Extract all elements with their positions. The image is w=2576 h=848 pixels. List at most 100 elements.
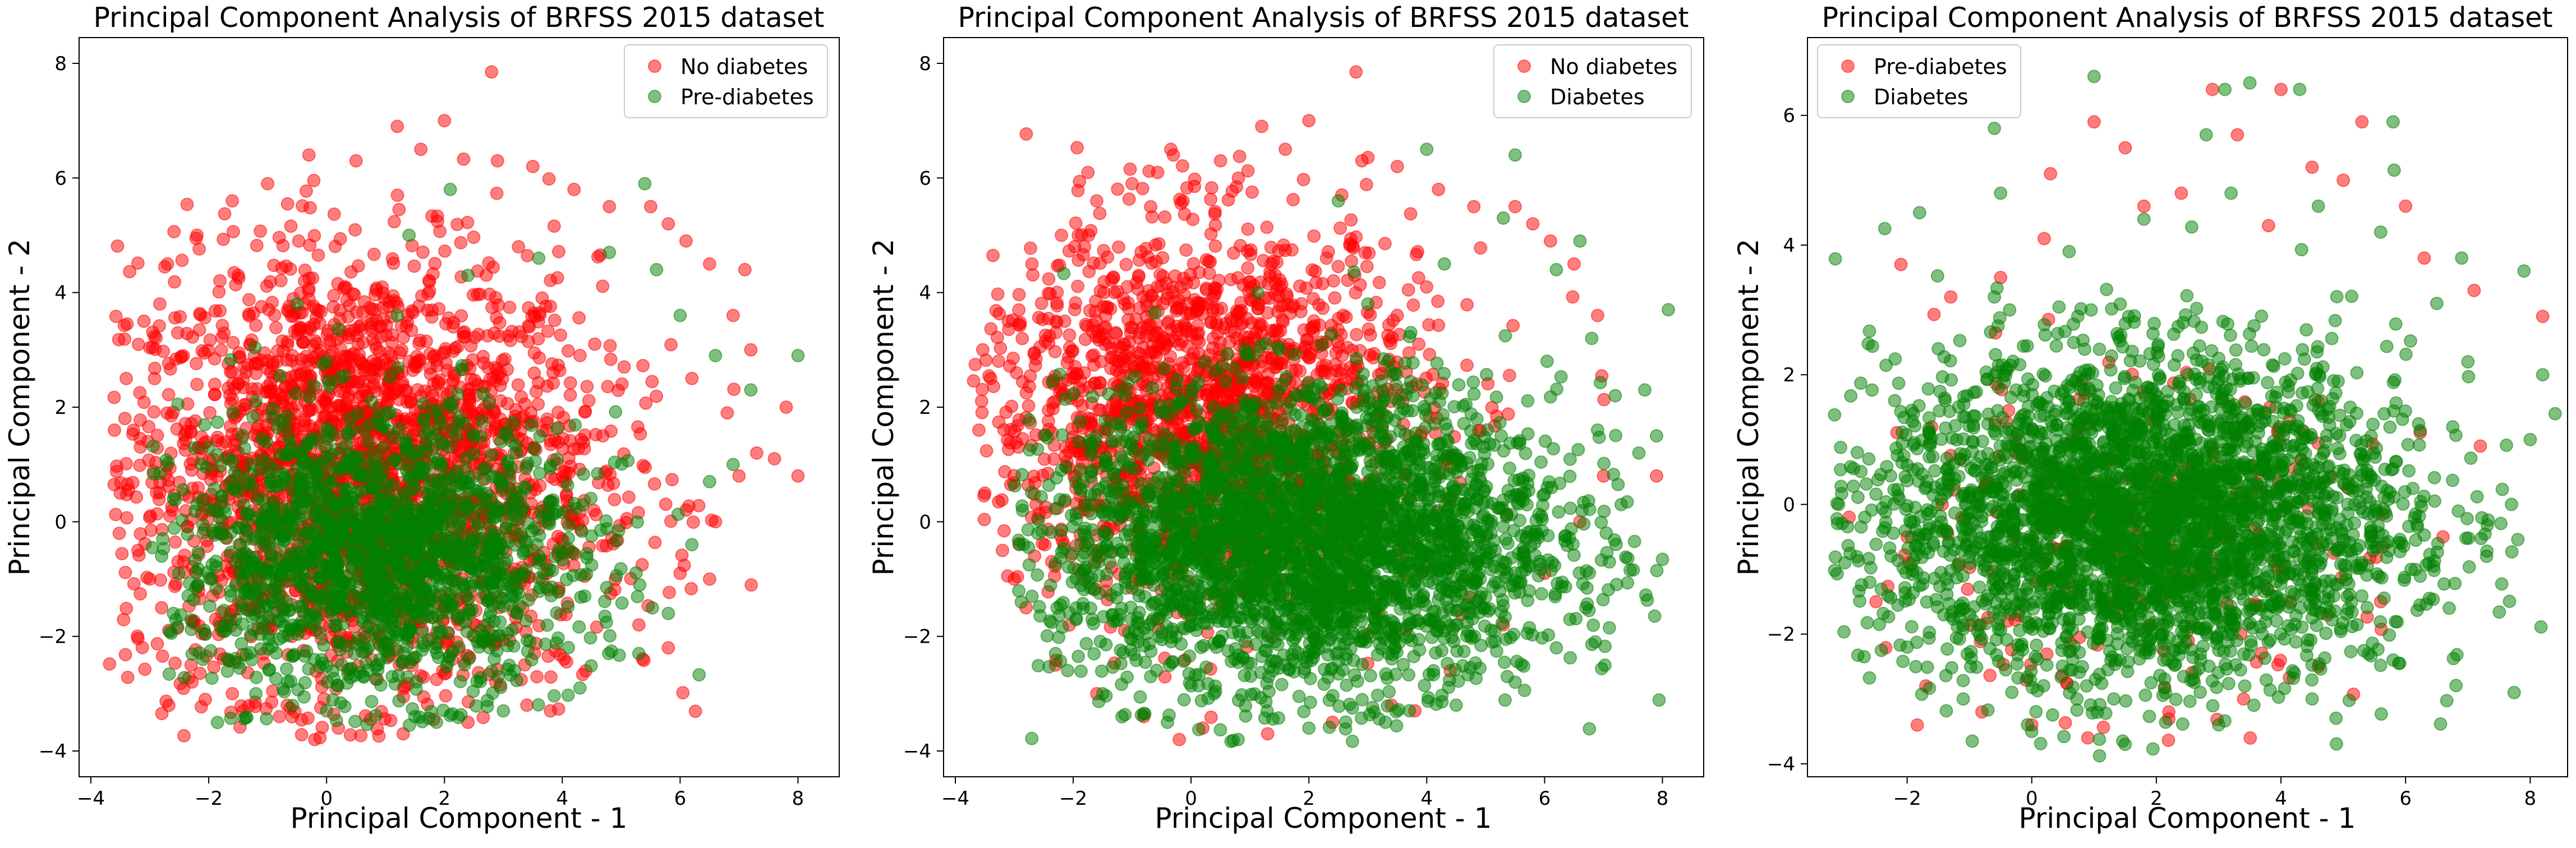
data-point [279, 380, 292, 394]
data-point [448, 546, 461, 560]
data-point [615, 457, 629, 471]
data-point [455, 358, 469, 372]
data-point [387, 454, 401, 467]
data-point [231, 520, 245, 534]
scatter-points [967, 65, 1675, 748]
data-point [629, 566, 643, 580]
data-point [408, 709, 422, 723]
data-point [239, 711, 253, 725]
data-point [661, 606, 675, 620]
data-point [227, 483, 241, 496]
data-point [317, 638, 331, 652]
data-point [222, 452, 236, 466]
data-point [527, 442, 541, 456]
data-point [333, 232, 347, 246]
data-point [155, 601, 169, 615]
data-point [692, 499, 706, 513]
data-point [310, 336, 324, 350]
data-point [329, 443, 343, 457]
data-point [779, 400, 793, 414]
y-tick-label: 4 [54, 282, 67, 305]
data-point [347, 323, 361, 337]
data-point [307, 173, 321, 187]
data-point [585, 558, 599, 572]
data-point [162, 667, 176, 681]
data-point [505, 623, 519, 637]
data-point [453, 675, 467, 689]
data-point [541, 324, 555, 338]
data-point [203, 599, 217, 613]
data-point [650, 262, 664, 276]
data-point [392, 202, 406, 216]
data-point [387, 294, 401, 308]
data-point [308, 732, 322, 746]
data-point [249, 686, 263, 700]
data-point [767, 452, 781, 466]
data-point [520, 543, 534, 557]
data-point [480, 699, 494, 713]
data-point [409, 565, 423, 579]
data-point [407, 357, 421, 371]
data-point [256, 492, 270, 506]
data-point [276, 239, 290, 252]
data-point [148, 372, 162, 385]
data-point [602, 200, 617, 214]
data-point [341, 451, 355, 466]
data-point [457, 496, 471, 510]
data-point [343, 412, 357, 426]
data-point [311, 430, 325, 444]
data-point [269, 672, 283, 685]
data-point [349, 154, 363, 168]
data-point [390, 559, 404, 573]
data-point [373, 468, 387, 482]
data-point [516, 501, 530, 515]
data-point [189, 357, 203, 371]
data-point [162, 698, 176, 712]
data-point [631, 589, 645, 603]
data-point [556, 442, 570, 456]
data-point [295, 728, 309, 741]
data-point [245, 481, 259, 494]
data-point [432, 548, 445, 561]
data-point [354, 729, 368, 743]
data-point [436, 501, 450, 515]
data-point [424, 704, 438, 718]
data-point [336, 526, 350, 539]
data-point [709, 515, 723, 529]
data-point [464, 339, 478, 353]
data-point [391, 361, 405, 375]
y-tick-label: −4 [39, 740, 67, 763]
data-point [348, 223, 362, 237]
legend-label-2: Pre-diabetes [680, 85, 814, 109]
data-point [338, 280, 352, 294]
data-point [500, 639, 514, 653]
data-point [501, 501, 515, 515]
data-point [271, 580, 285, 593]
data-point [496, 704, 510, 718]
data-point [197, 346, 211, 360]
data-point [361, 435, 375, 449]
data-point [168, 579, 182, 593]
data-point [396, 654, 410, 668]
data-point [217, 603, 231, 617]
data-point [650, 389, 664, 403]
data-point [261, 642, 275, 656]
data-point [284, 219, 298, 233]
data-point [303, 552, 317, 566]
data-point [277, 602, 291, 616]
data-point [608, 492, 622, 506]
data-point [406, 541, 420, 555]
x-tick-label: 0 [320, 787, 333, 810]
x-tick-label: 8 [792, 787, 804, 810]
data-point [226, 225, 240, 238]
data-point [297, 478, 311, 492]
data-point [445, 401, 459, 414]
data-point [461, 215, 475, 229]
data-point [362, 514, 376, 528]
data-point [118, 565, 132, 579]
data-point [545, 507, 559, 521]
data-point [274, 414, 288, 428]
data-point [1087, 348, 1101, 362]
data-point [1042, 272, 1056, 286]
